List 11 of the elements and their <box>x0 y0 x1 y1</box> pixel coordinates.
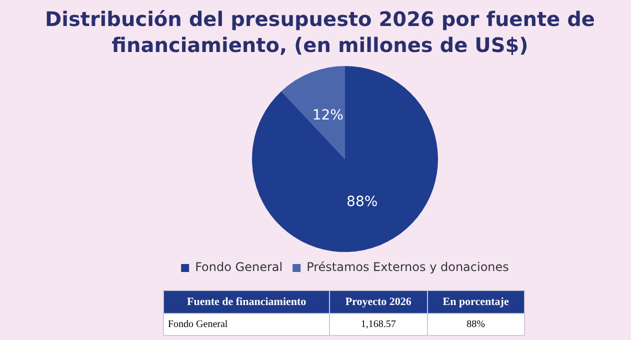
data-label: 12% <box>312 107 344 124</box>
legend-label: Fondo General <box>195 260 283 274</box>
chart-title: Distribución del presupuesto 2026 por fuente de financiamiento, (en millones de US$) <box>44 6 596 58</box>
source-note: Fuente de financiamiento <box>164 290 330 314</box>
data-label: 88% <box>346 194 378 210</box>
legend-label: Préstamos Externos y donaciones <box>306 260 509 274</box>
text: Proyecto 2026 <box>330 290 428 314</box>
text: 1,168.57 <box>330 314 428 336</box>
text: 88% <box>427 314 524 336</box>
text: Fondo General <box>164 314 330 336</box>
text: En porcentaje <box>427 290 524 314</box>
